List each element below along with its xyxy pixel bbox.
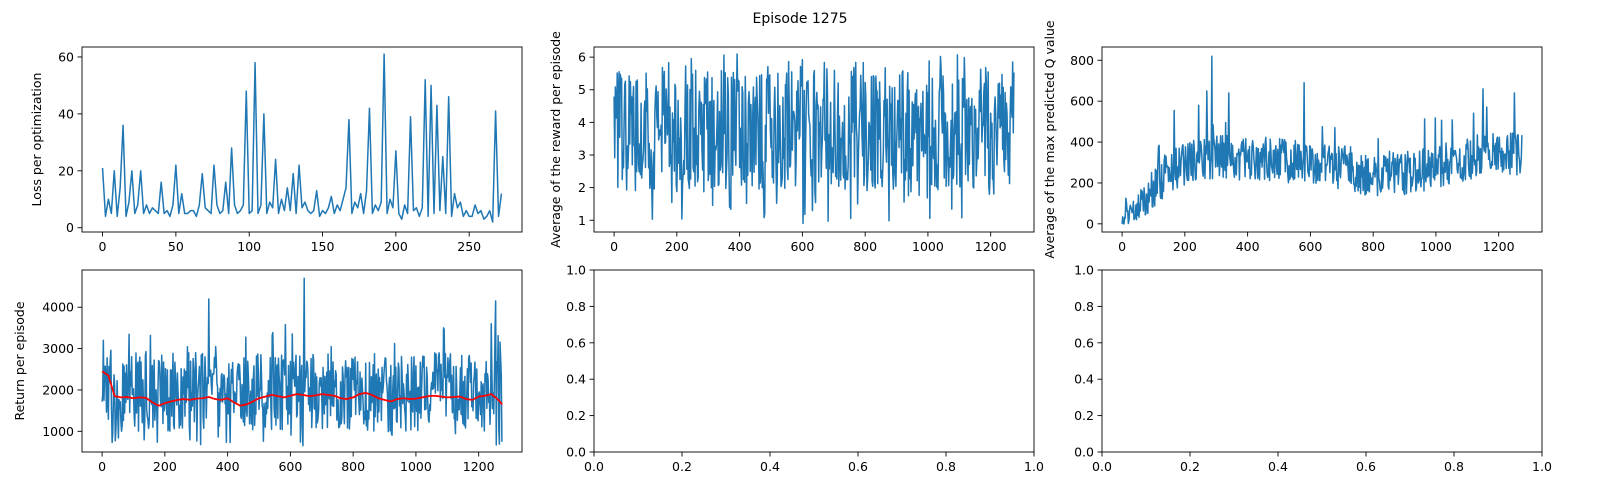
x-tick-label: 150 — [311, 239, 335, 254]
plot-area — [101, 53, 503, 223]
x-tick-label: 50 — [168, 239, 184, 254]
y-tick-label: 1000 — [42, 424, 74, 439]
x-tick-label: 1200 — [1483, 239, 1515, 254]
x-tick-label: 0.2 — [1180, 459, 1200, 474]
x-tick-label: 400 — [728, 239, 752, 254]
axes-frame — [1101, 46, 1543, 233]
x-tick-label: 100 — [237, 239, 261, 254]
axes-empty-2: 0.0 0.2 0.4 0.6 0.8 1.0 0.0 0.2 0.4 0.6 0.8 1.0 — [1074, 263, 1552, 475]
x-tick-label: 200 — [384, 239, 408, 254]
y-tick-label: 200 — [1070, 175, 1094, 190]
y-tick-label: 2 — [578, 180, 586, 195]
x-tick-label: 0.4 — [760, 459, 780, 474]
y-tick-label: 0.2 — [1074, 408, 1094, 423]
y-tick-label: 1 — [578, 213, 586, 228]
y-tick-label: 2000 — [42, 382, 74, 397]
plot-area — [1121, 55, 1523, 225]
y-tick-label: 1.0 — [1074, 263, 1094, 278]
y-axis-label: Average of the reward per episode — [548, 31, 563, 248]
y-tick-label: 400 — [1070, 135, 1094, 150]
axes-frame — [593, 46, 1035, 233]
y-tick-label: 3000 — [42, 341, 74, 356]
x-tick-label: 600 — [790, 239, 814, 254]
y-tick-label: 600 — [1070, 94, 1094, 109]
x-tick-label: 1200 — [975, 239, 1007, 254]
x-tick-label: 200 — [1173, 239, 1197, 254]
x-tick-label: 0 — [1118, 239, 1126, 254]
axes-max-q: 0 200 400 600 800 1000 1200 0 200 400 600 800 Averag… — [1042, 20, 1543, 259]
x-tick-label: 600 — [278, 459, 302, 474]
y-tick-label: 0.6 — [566, 335, 586, 350]
x-tick-label: 0.0 — [1092, 459, 1112, 474]
x-tick-label: 1000 — [912, 239, 944, 254]
axes-empty-1: 0.0 0.2 0.4 0.6 0.8 1.0 0.0 0.2 0.4 0.6 0.8 1.0 — [566, 263, 1044, 475]
x-tick-label: 0 — [98, 459, 106, 474]
figure-title: Episode 1275 — [752, 11, 847, 27]
y-tick-label: 0.0 — [1074, 445, 1094, 460]
y-axis-label: Loss per optimization — [29, 73, 44, 207]
x-tick-label: 0.8 — [1444, 459, 1464, 474]
x-tick-label: 0.6 — [1356, 459, 1376, 474]
y-axis-label: Return per episode — [12, 301, 27, 420]
y-tick-label: 1.0 — [566, 263, 586, 278]
axes-frame — [1101, 269, 1543, 453]
series-line-0 — [101, 53, 503, 223]
series-line-0 — [101, 277, 503, 447]
axes-avg-reward: 0 200 400 600 800 1000 1200 1 2 3 4 5 6 Average of th… — [548, 31, 1035, 254]
x-tick-label: 0.4 — [1268, 459, 1288, 474]
x-tick-label: 1000 — [400, 459, 432, 474]
y-tick-label: 0 — [1086, 216, 1094, 231]
series-line-1 — [101, 370, 503, 407]
x-tick-label: 250 — [457, 239, 481, 254]
y-tick-label: 4 — [578, 115, 586, 130]
y-tick-label: 800 — [1070, 53, 1094, 68]
x-tick-label: 400 — [216, 459, 240, 474]
y-tick-label: 0.4 — [566, 372, 586, 387]
y-tick-label: 4000 — [42, 300, 74, 315]
y-tick-label: 0.8 — [1074, 299, 1094, 314]
x-tick-label: 0.6 — [848, 459, 868, 474]
x-tick-label: 1.0 — [1532, 459, 1552, 474]
x-tick-label: 0.8 — [936, 459, 956, 474]
x-tick-label: 200 — [665, 239, 689, 254]
x-tick-label: 200 — [153, 459, 177, 474]
axes-frame — [593, 269, 1035, 453]
y-tick-label: 20 — [58, 163, 74, 178]
y-tick-label: 3 — [578, 147, 586, 162]
x-tick-label: 0.0 — [584, 459, 604, 474]
series-line-0 — [1121, 55, 1523, 225]
x-tick-label: 800 — [1361, 239, 1385, 254]
series-line-0 — [613, 53, 1015, 225]
axes-frame — [81, 46, 523, 233]
y-tick-label: 6 — [578, 50, 586, 65]
axes-frame — [81, 269, 523, 453]
y-tick-label: 0.4 — [1074, 372, 1094, 387]
y-tick-label: 5 — [578, 82, 586, 97]
x-tick-label: 800 — [341, 459, 365, 474]
plot-area — [613, 53, 1015, 225]
x-tick-label: 800 — [853, 239, 877, 254]
x-tick-label: 0 — [99, 239, 107, 254]
plot-area — [101, 277, 503, 447]
x-tick-label: 400 — [1236, 239, 1260, 254]
x-tick-label: 0 — [610, 239, 618, 254]
y-tick-label: 0.0 — [566, 445, 586, 460]
y-tick-label: 0 — [66, 220, 74, 235]
y-tick-label: 40 — [58, 106, 74, 121]
x-tick-label: 1.0 — [1024, 459, 1044, 474]
axes-return: 0 200 400 600 800 1000 1200 1000 2000 3000 4000 Ret… — [12, 269, 523, 474]
x-tick-label: 0.2 — [672, 459, 692, 474]
y-tick-label: 0.2 — [566, 408, 586, 423]
y-tick-label: 60 — [58, 49, 74, 64]
x-tick-label: 1200 — [463, 459, 495, 474]
y-axis-label: Average of the max predicted Q value — [1042, 20, 1057, 259]
y-tick-label: 0.6 — [1074, 335, 1094, 350]
y-tick-label: 0.8 — [566, 299, 586, 314]
x-tick-label: 1000 — [1420, 239, 1452, 254]
axes-loss: 0 50 100 150 200 250 0 20 40 60 Loss per optimizat… — [29, 46, 523, 254]
x-tick-label: 600 — [1298, 239, 1322, 254]
